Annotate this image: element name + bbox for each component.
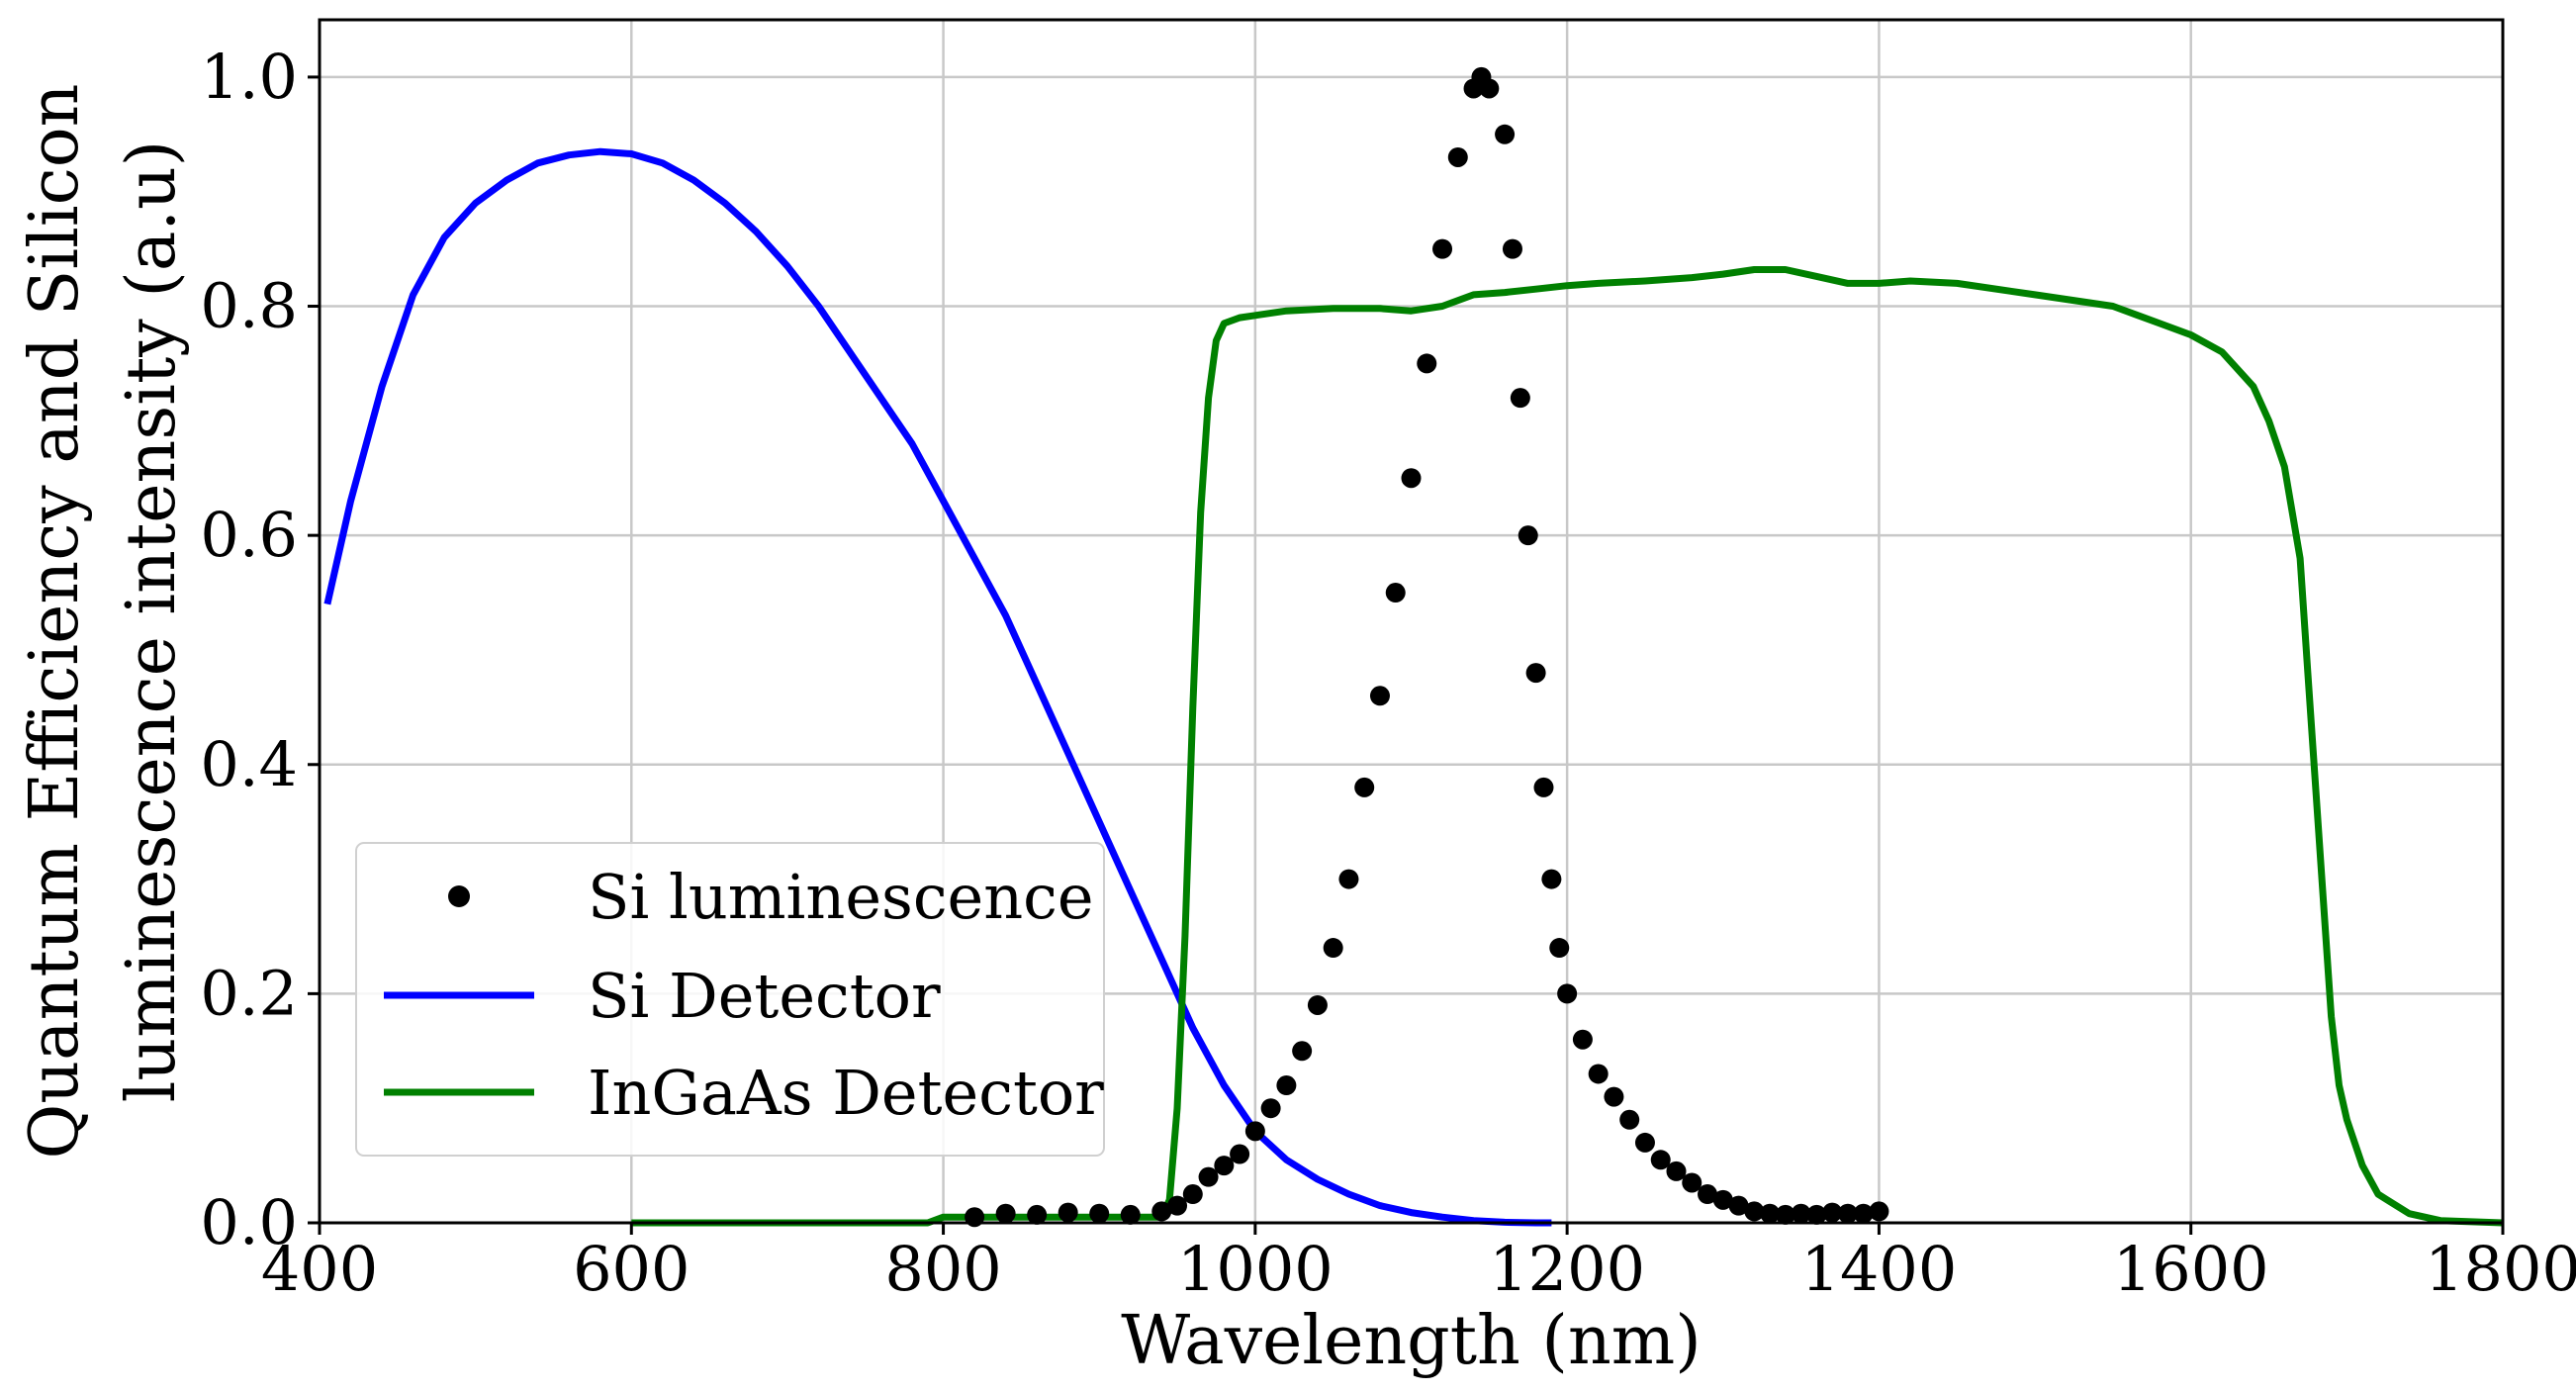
data-point (1307, 994, 1328, 1015)
series-layer (323, 66, 2504, 1228)
data-point (1338, 869, 1359, 889)
data-point (1230, 1144, 1250, 1164)
data-point (1588, 1064, 1609, 1084)
data-point (1182, 1184, 1203, 1205)
data-point (1417, 353, 1437, 374)
y-tick-label: 0.0 (200, 1186, 298, 1258)
x-tick-label: 1800 (2425, 1233, 2576, 1305)
data-point (1572, 1029, 1593, 1050)
y-tick-label: 0.6 (200, 499, 298, 571)
data-point (1557, 983, 1578, 1004)
data-point (1853, 1203, 1874, 1224)
data-point (1682, 1172, 1702, 1193)
legend-box (355, 842, 1105, 1157)
data-point (1533, 777, 1554, 797)
data-point (1432, 238, 1453, 259)
data-point (1214, 1156, 1235, 1176)
data-point (1634, 1132, 1655, 1153)
data-point (1791, 1203, 1811, 1224)
data-point (1151, 1201, 1172, 1222)
legend: Si luminescence Si Detector InGaAs Detecto… (355, 842, 1105, 1157)
data-point (1479, 78, 1500, 99)
data-point (1666, 1161, 1687, 1181)
x-tick-label: 1000 (1177, 1233, 1334, 1305)
data-point (1385, 583, 1406, 604)
x-tick-label: 1400 (1801, 1233, 1958, 1305)
data-point (1447, 146, 1468, 167)
data-point (1244, 1121, 1265, 1142)
y-tick-label: 0.4 (200, 728, 298, 800)
x-axis-ticks: 400 600 800 1000 1200 1400 1600 1800 (261, 1223, 2576, 1305)
data-point (1058, 1202, 1078, 1223)
y-tick-label: 0.2 (200, 957, 298, 1029)
data-point (1292, 1041, 1313, 1062)
series-points-si-luminescence (965, 66, 1889, 1228)
legend-label: InGaAs Detector (588, 1057, 1104, 1129)
data-point (1619, 1109, 1640, 1130)
data-point (1712, 1189, 1733, 1210)
data-point (1698, 1184, 1718, 1205)
series-line-ingaas-detector (631, 266, 2504, 1227)
data-point (1518, 525, 1538, 546)
plot-frame (318, 18, 2505, 1225)
data-point (1027, 1204, 1048, 1225)
data-point (1323, 938, 1343, 959)
data-point (1120, 1204, 1141, 1225)
x-tick-label: 1200 (1489, 1233, 1645, 1305)
y-axis-title-line1: Quantum Efficiency and Silicon (16, 84, 94, 1160)
data-point (1167, 1195, 1188, 1216)
data-point (1604, 1086, 1624, 1107)
data-point (1354, 777, 1375, 797)
data-point (1089, 1203, 1110, 1224)
data-point (1728, 1195, 1749, 1216)
data-point (1541, 869, 1562, 889)
data-point (1549, 938, 1570, 959)
x-tick-label: 400 (261, 1233, 378, 1305)
grid (318, 20, 2505, 1225)
data-point (1502, 238, 1522, 259)
legend-label: Si luminescence (588, 861, 1094, 933)
data-point (1760, 1203, 1781, 1224)
data-point (995, 1203, 1016, 1224)
data-point (1260, 1098, 1281, 1119)
data-point (1369, 686, 1390, 706)
data-point (1401, 468, 1422, 489)
data-point (1510, 388, 1530, 409)
legend-label: Si Detector (588, 960, 941, 1032)
data-point (1869, 1201, 1889, 1222)
data-point (1525, 663, 1546, 684)
y-tick-label: 1.0 (200, 41, 298, 113)
legend-swatch-marker (448, 885, 470, 907)
data-point (1775, 1204, 1795, 1225)
data-point (1822, 1202, 1843, 1223)
x-tick-label: 800 (884, 1233, 1001, 1305)
data-point (1744, 1201, 1765, 1222)
x-tick-label: 1600 (2113, 1233, 2269, 1305)
y-axis-title-line2: luminescence intensity (a.u) (113, 140, 191, 1103)
x-tick-label: 600 (573, 1233, 690, 1305)
data-point (1806, 1204, 1827, 1225)
y-axis-ticks: 0.0 0.2 0.4 0.6 0.8 1.0 (200, 41, 320, 1258)
data-point (1650, 1150, 1671, 1170)
data-point (1198, 1166, 1219, 1187)
y-tick-label: 0.8 (200, 270, 298, 342)
data-point (1837, 1203, 1858, 1224)
data-point (1495, 124, 1516, 144)
x-axis-title: Wavelength (nm) (1121, 1302, 1702, 1380)
series-line-si-detector (323, 147, 1552, 1227)
data-point (1276, 1075, 1297, 1096)
